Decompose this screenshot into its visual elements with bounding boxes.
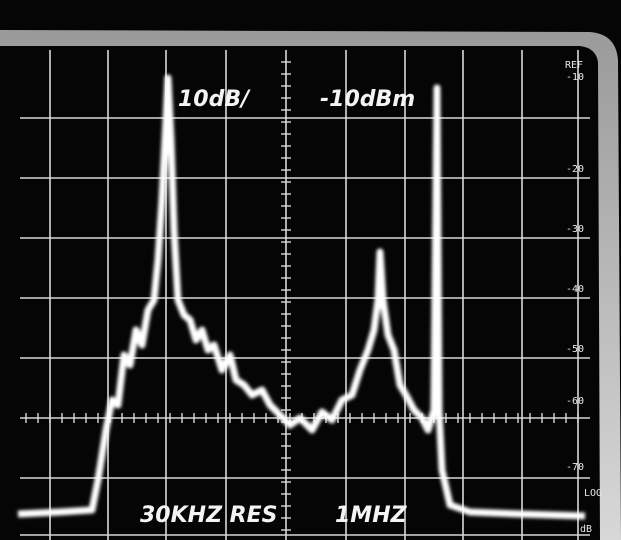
ref-mark: -10 <box>566 72 584 83</box>
resolution-label: 30KHZ RES <box>140 503 278 528</box>
reference-level: -10dBm <box>320 87 415 112</box>
spectrum-analyzer-photo: 10dB/ -10dBm 30KHZ RES 1MHZ REF -10 -20 -3… <box>0 0 621 540</box>
scale-label: 10dB/ <box>178 87 251 112</box>
ref-mark: -50 <box>566 344 584 355</box>
span-label: 1MHZ <box>335 503 408 528</box>
ref-mark: -20 <box>566 164 584 175</box>
ref-mark: -30 <box>566 224 584 235</box>
background <box>0 0 621 540</box>
mode-label: LOG <box>584 488 602 499</box>
ref-mark: -60 <box>566 396 584 407</box>
ref-mark: -40 <box>566 284 584 295</box>
ref-mark: -70 <box>566 462 584 473</box>
unit-label: dB <box>580 524 592 535</box>
ref-header: REF <box>565 60 583 71</box>
